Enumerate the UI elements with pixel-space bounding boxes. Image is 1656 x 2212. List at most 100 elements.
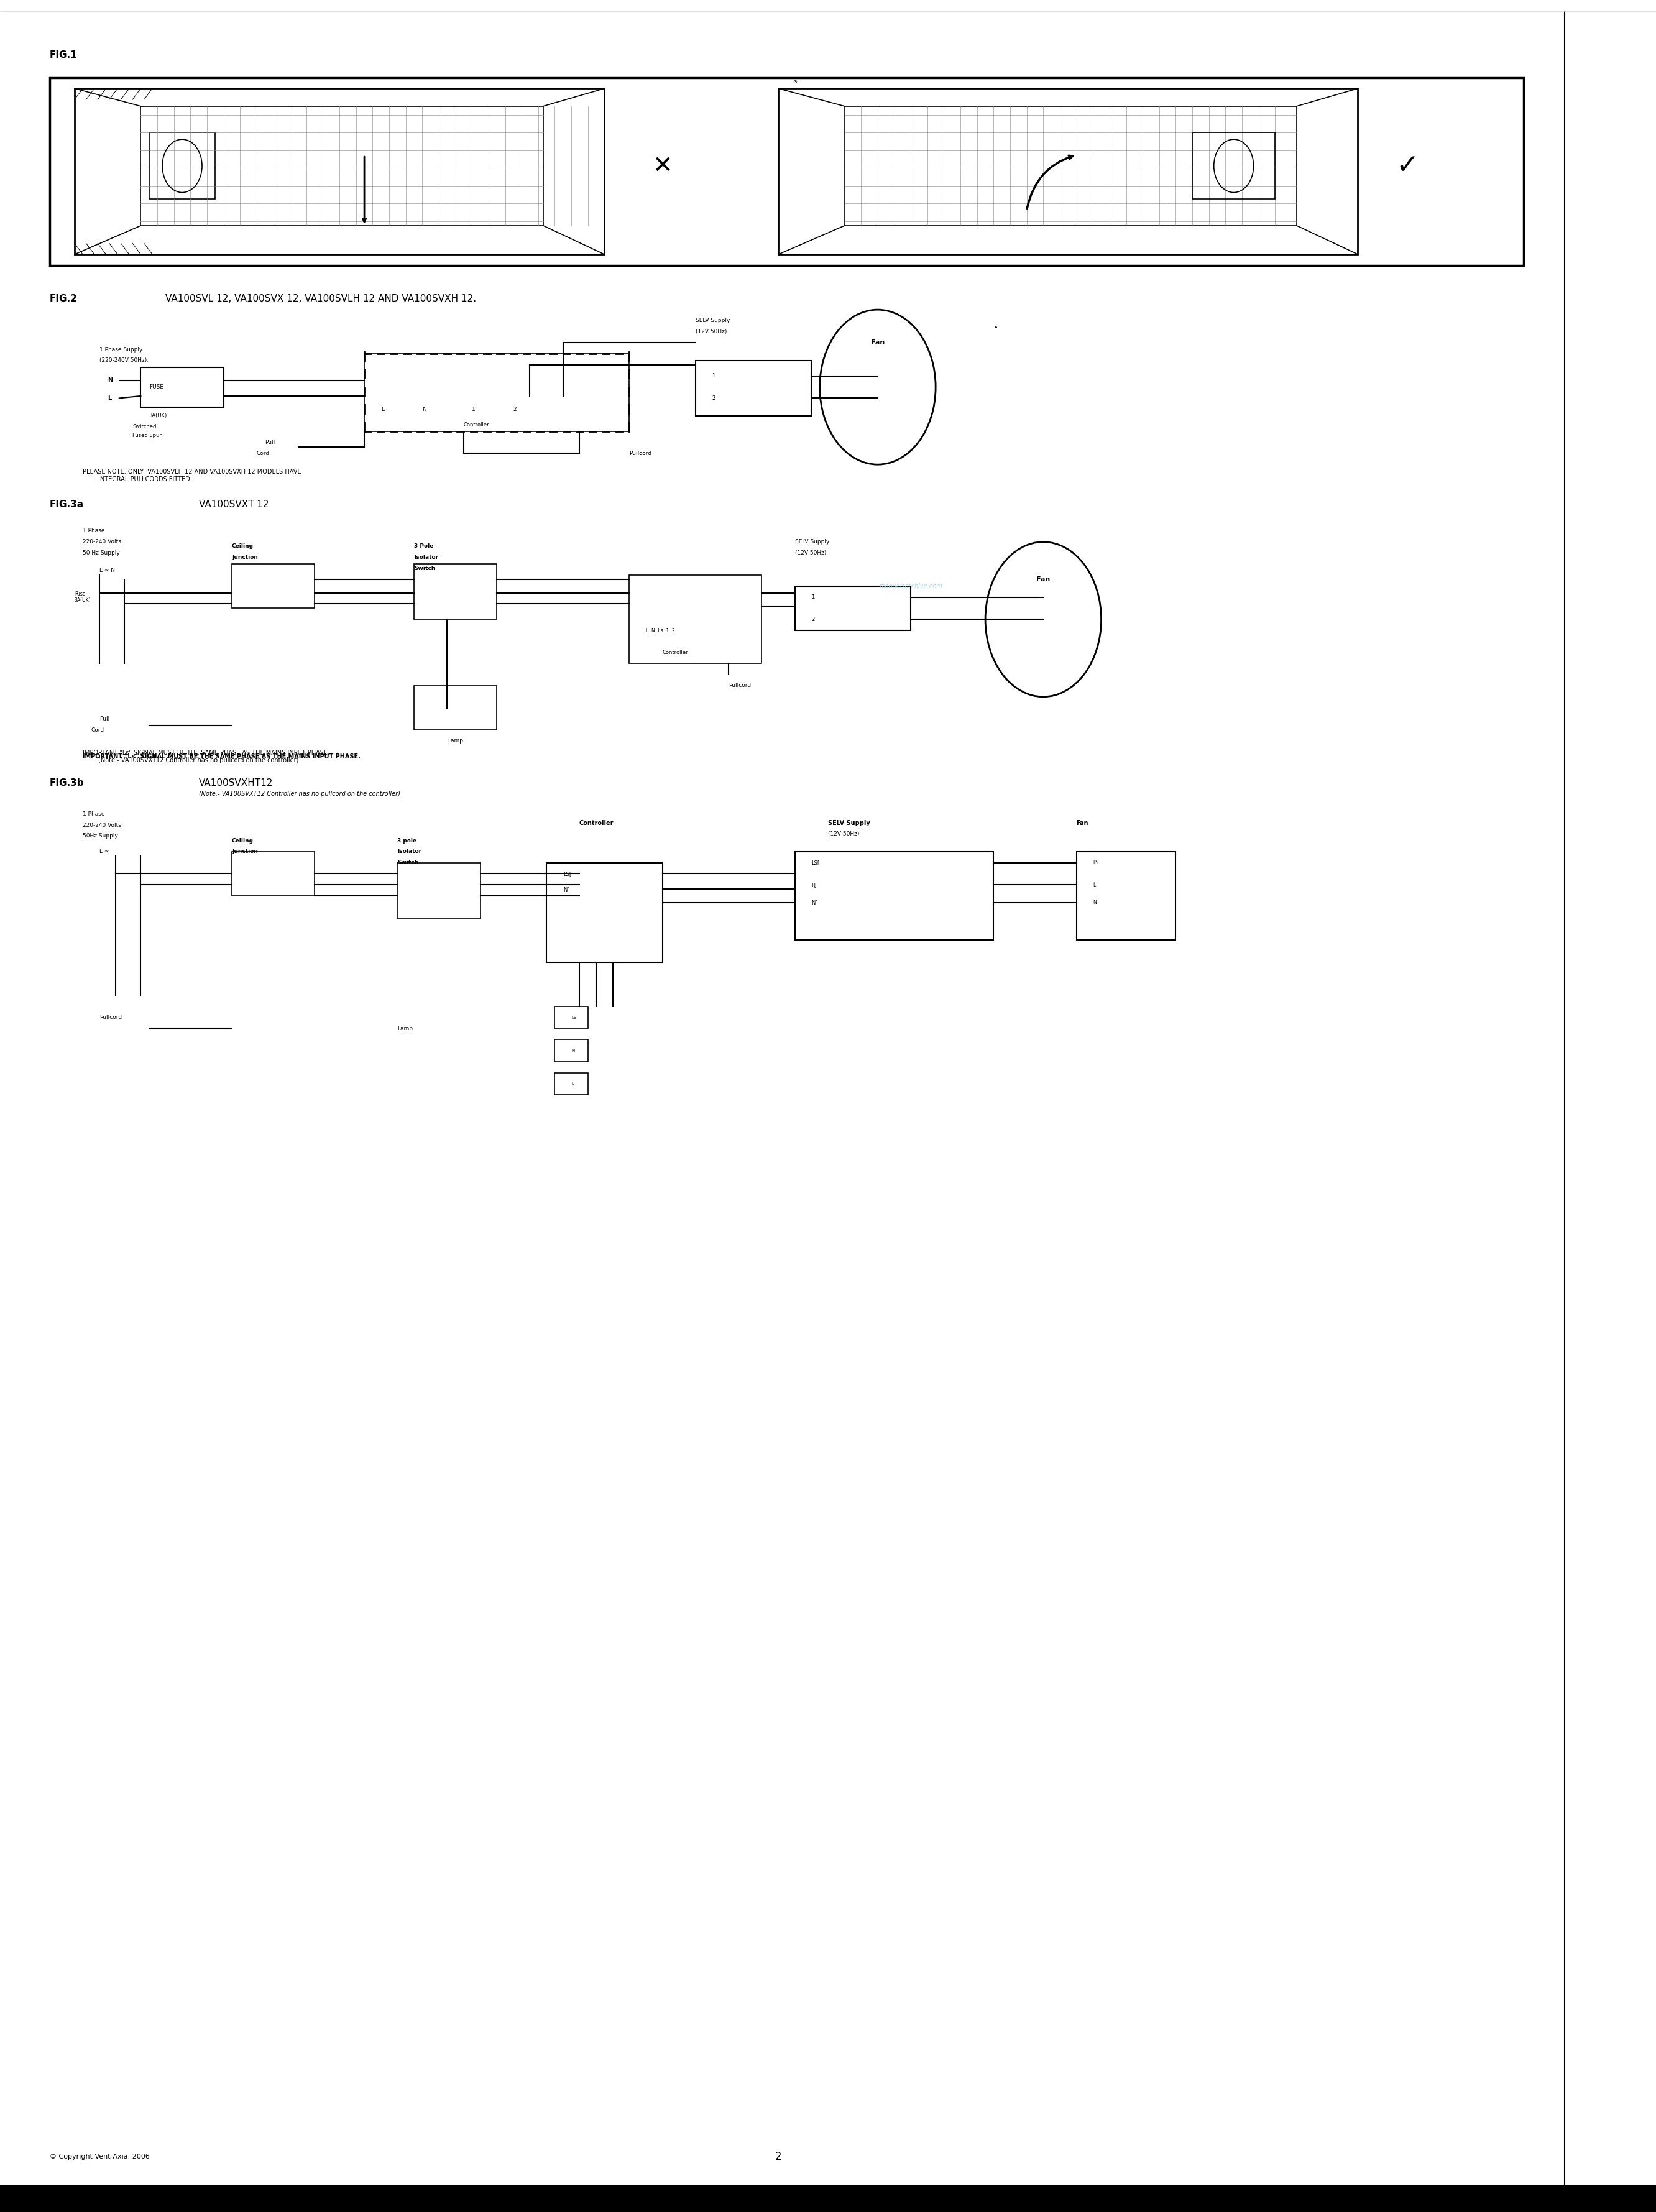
Text: Fused Spur: Fused Spur xyxy=(132,434,162,438)
Text: 1 Phase Supply: 1 Phase Supply xyxy=(99,347,142,352)
Text: L: L xyxy=(381,407,384,411)
Text: (12V 50Hz): (12V 50Hz) xyxy=(795,551,826,555)
Bar xyxy=(75,88,604,254)
Text: Pullcord: Pullcord xyxy=(629,451,652,456)
Text: Lamp: Lamp xyxy=(397,1026,412,1031)
Bar xyxy=(50,77,1524,265)
Bar xyxy=(546,863,662,962)
Text: 1: 1 xyxy=(811,595,815,599)
Text: LS[: LS[ xyxy=(811,860,820,865)
Bar xyxy=(397,863,480,918)
Text: Switched: Switched xyxy=(132,425,156,429)
Text: ⊙: ⊙ xyxy=(793,80,797,84)
Text: 2: 2 xyxy=(712,396,715,400)
Text: © Copyright Vent-Axia. 2006: © Copyright Vent-Axia. 2006 xyxy=(50,2154,149,2159)
Text: Fuse
3A(UK): Fuse 3A(UK) xyxy=(75,591,91,604)
Text: Switch: Switch xyxy=(414,566,436,571)
Bar xyxy=(1076,852,1176,940)
Bar xyxy=(795,586,911,630)
Text: Controller: Controller xyxy=(464,422,490,427)
Text: Pullcord: Pullcord xyxy=(729,684,752,688)
Text: 2: 2 xyxy=(775,2150,782,2163)
Text: SELV Supply: SELV Supply xyxy=(696,319,730,323)
Bar xyxy=(232,852,315,896)
Text: Isolator: Isolator xyxy=(397,849,422,854)
Text: Controller: Controller xyxy=(662,650,689,655)
Text: LS[: LS[ xyxy=(563,872,571,876)
Text: VA100SVL 12, VA100SVX 12, VA100SVLH 12 AND VA100SVXH 12.: VA100SVL 12, VA100SVX 12, VA100SVLH 12 A… xyxy=(166,294,477,303)
Text: N: N xyxy=(422,407,427,411)
Text: IMPORTANT "Ls" SIGNAL MUST BE THE SAME PHASE AS THE MAINS INPUT PHASE.: IMPORTANT "Ls" SIGNAL MUST BE THE SAME P… xyxy=(83,754,361,759)
Text: Controller: Controller xyxy=(580,821,613,825)
Text: •: • xyxy=(994,325,997,330)
Bar xyxy=(778,88,1358,254)
Text: manualsarchive.com: manualsarchive.com xyxy=(879,584,942,588)
Text: IMPORTANT "Ls" SIGNAL MUST BE THE SAME PHASE AS THE MAINS INPUT PHASE.
        (: IMPORTANT "Ls" SIGNAL MUST BE THE SAME P… xyxy=(83,750,330,763)
Text: (12V 50Hz): (12V 50Hz) xyxy=(696,330,727,334)
Text: LS: LS xyxy=(571,1015,576,1020)
Bar xyxy=(629,575,762,664)
Text: (220-240V 50Hz).: (220-240V 50Hz). xyxy=(99,358,149,363)
Text: Pull: Pull xyxy=(265,440,275,445)
Text: L ~ N: L ~ N xyxy=(99,568,114,573)
Text: SELV Supply: SELV Supply xyxy=(828,821,869,825)
Text: VA100SVXHT12: VA100SVXHT12 xyxy=(199,779,273,787)
Text: Cord: Cord xyxy=(257,451,270,456)
Text: FIG.3b: FIG.3b xyxy=(50,779,84,787)
Text: Ceiling: Ceiling xyxy=(232,838,253,843)
Bar xyxy=(795,852,994,940)
Text: 1: 1 xyxy=(472,407,475,411)
Text: L: L xyxy=(1093,883,1096,887)
Text: ✕: ✕ xyxy=(652,155,672,177)
Text: 3A(UK): 3A(UK) xyxy=(149,414,167,418)
Text: PLEASE NOTE: ONLY  VA100SVLH 12 AND VA100SVXH 12 MODELS HAVE
        INTEGRAL PU: PLEASE NOTE: ONLY VA100SVLH 12 AND VA100… xyxy=(83,469,301,482)
Text: Cord: Cord xyxy=(91,728,104,732)
Text: FIG.3a: FIG.3a xyxy=(50,500,84,509)
Bar xyxy=(149,133,215,199)
Text: L ~: L ~ xyxy=(99,849,109,854)
Text: 3 Pole: 3 Pole xyxy=(414,544,434,549)
Text: N: N xyxy=(571,1048,575,1053)
Text: Lamp: Lamp xyxy=(447,739,464,743)
Text: FUSE: FUSE xyxy=(149,385,164,389)
Bar xyxy=(414,564,497,619)
Bar xyxy=(232,564,315,608)
Text: 1: 1 xyxy=(712,374,715,378)
Text: VA100SVXT 12: VA100SVXT 12 xyxy=(199,500,268,509)
Text: 2: 2 xyxy=(513,407,517,411)
Bar xyxy=(0,2185,1656,2212)
Text: N: N xyxy=(1093,900,1096,905)
Text: Switch: Switch xyxy=(397,860,419,865)
Text: Isolator: Isolator xyxy=(414,555,439,560)
Text: 50Hz Supply: 50Hz Supply xyxy=(83,834,118,838)
Text: (12V 50Hz): (12V 50Hz) xyxy=(828,832,859,836)
Text: 1 Phase: 1 Phase xyxy=(83,529,104,533)
Text: 50 Hz Supply: 50 Hz Supply xyxy=(83,551,119,555)
Text: (Note:- VA100SVXT12 Controller has no pullcord on the controller): (Note:- VA100SVXT12 Controller has no pu… xyxy=(199,792,401,796)
Bar xyxy=(414,686,497,730)
Text: L[: L[ xyxy=(811,883,816,887)
Text: 2: 2 xyxy=(811,617,815,622)
Bar xyxy=(555,1040,588,1062)
Bar xyxy=(141,106,543,226)
Text: N[: N[ xyxy=(811,900,818,905)
Bar xyxy=(845,106,1297,226)
Text: 220-240 Volts: 220-240 Volts xyxy=(83,823,121,827)
Bar xyxy=(1192,133,1275,199)
Bar xyxy=(141,367,224,407)
Bar xyxy=(555,1073,588,1095)
Text: N: N xyxy=(108,378,113,383)
Text: Pullcord: Pullcord xyxy=(99,1015,123,1020)
Bar xyxy=(696,361,811,416)
Bar xyxy=(364,354,629,431)
Text: Pull: Pull xyxy=(99,717,109,721)
Text: L: L xyxy=(571,1082,573,1086)
Text: SELV Supply: SELV Supply xyxy=(795,540,830,544)
Text: LS: LS xyxy=(1093,860,1098,865)
Text: Fan: Fan xyxy=(1076,821,1088,825)
Text: Junction: Junction xyxy=(232,555,258,560)
Text: ✓: ✓ xyxy=(1396,153,1419,179)
Text: L: L xyxy=(108,396,111,400)
Text: FIG.1: FIG.1 xyxy=(50,51,78,60)
Bar xyxy=(555,1006,588,1029)
